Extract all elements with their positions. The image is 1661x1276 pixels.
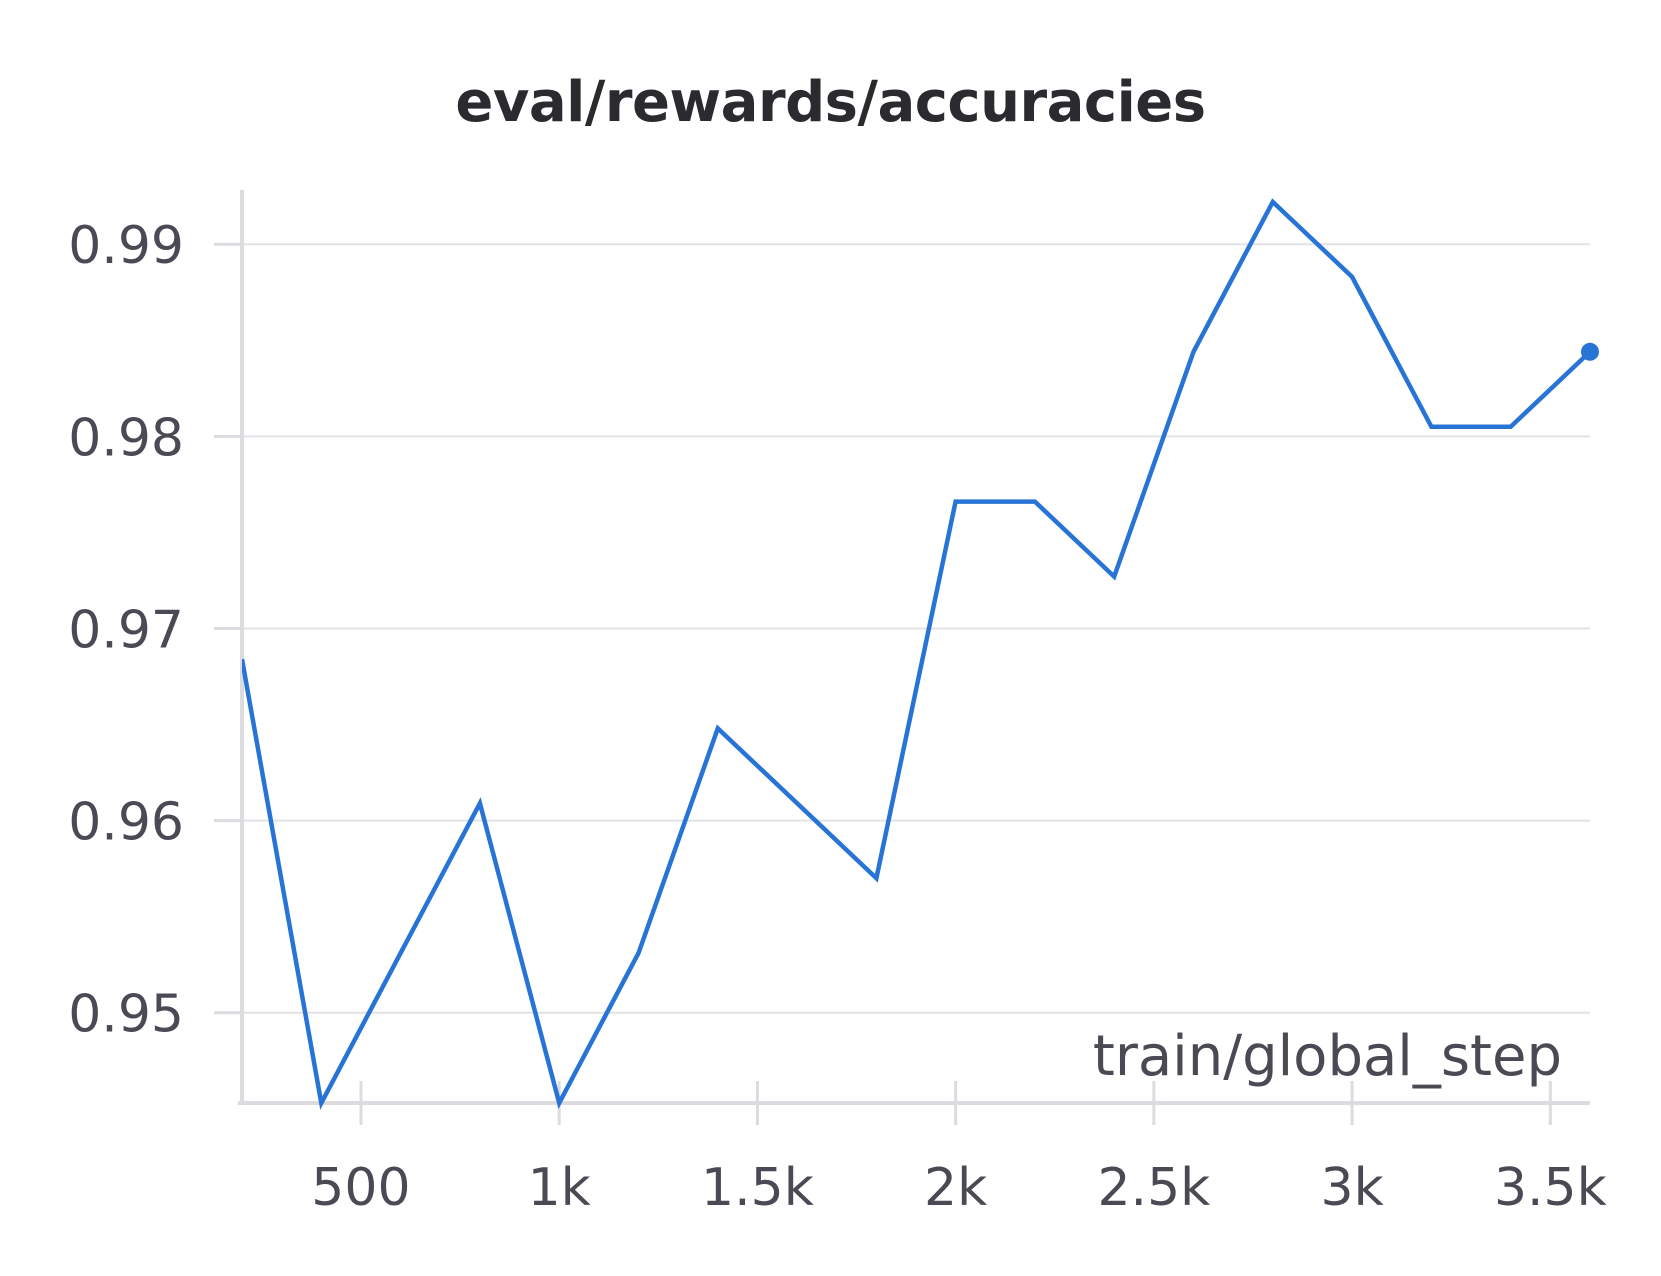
x-tick-label: 3k: [1321, 1158, 1384, 1218]
x-tick-label: 2k: [924, 1158, 987, 1218]
x-tick-label: 3.5k: [1494, 1158, 1607, 1218]
x-axis-title: train/global_step: [1093, 1024, 1562, 1089]
x-tick-label: 1k: [528, 1158, 591, 1218]
x-tick-label: 2.5k: [1097, 1158, 1210, 1218]
y-tick-label: 0.98: [68, 408, 184, 468]
x-tick-label: 500: [311, 1158, 410, 1218]
series-line: [242, 198, 1592, 1110]
y-tick-label: 0.99: [68, 216, 184, 276]
y-tick-label: 0.96: [68, 793, 184, 853]
x-tick-label: 1.5k: [701, 1158, 814, 1218]
series-endpoint: [1581, 342, 1599, 361]
y-tick-label: 0.95: [68, 985, 184, 1045]
y-tick-label: 0.97: [68, 600, 184, 660]
chart-title: eval/rewards/accuracies: [455, 70, 1206, 135]
